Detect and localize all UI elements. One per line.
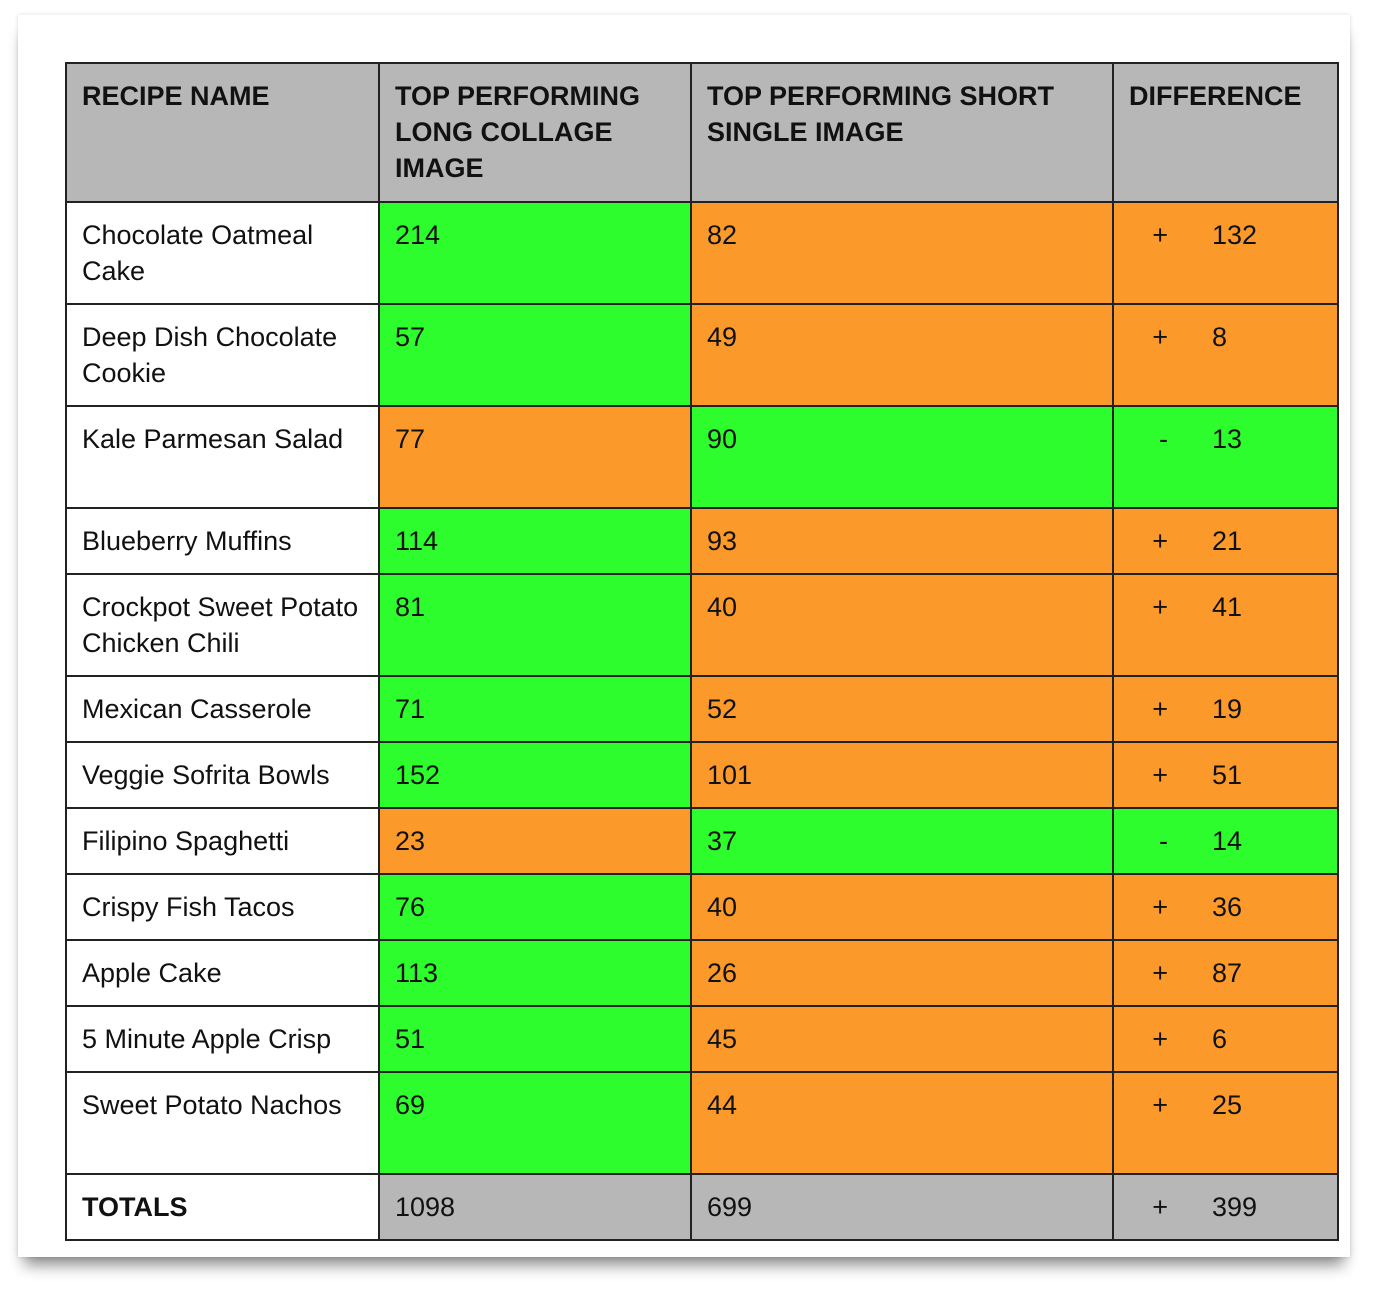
difference-value: 8 — [1212, 322, 1228, 352]
difference-value: 19 — [1212, 694, 1243, 724]
short-single-value: 93 — [690, 507, 1114, 575]
short-single-value: 40 — [690, 573, 1114, 677]
short-single-value: 49 — [690, 303, 1114, 407]
recipe-name: Deep Dish Chocolate Cookie — [65, 303, 380, 407]
difference-value: 132 — [1212, 220, 1258, 250]
difference-sign: + — [1152, 220, 1168, 250]
header-long-collage: TOP PERFORMING LONG COLLAGE IMAGE — [378, 62, 692, 203]
difference-cell: - 13 — [1112, 405, 1339, 509]
long-collage-value: 214 — [378, 201, 692, 305]
difference-cell: +132 — [1112, 201, 1339, 305]
short-single-value: 45 — [690, 1005, 1114, 1073]
table-row: Chocolate Oatmeal Cake 214 82 +132 — [65, 201, 1339, 305]
long-collage-value: 23 — [378, 807, 692, 875]
totals-row: TOTALS 1098 699 +399 — [65, 1173, 1339, 1241]
header-recipe-name: RECIPE NAME — [65, 62, 380, 203]
short-single-value: 101 — [690, 741, 1114, 809]
table-row: Apple Cake 113 26 +87 — [65, 939, 1339, 1007]
difference-value: 25 — [1212, 1090, 1243, 1120]
difference-cell: +21 — [1112, 507, 1339, 575]
table-row: Sweet Potato Nachos 69 44 +25 — [65, 1071, 1339, 1175]
difference-sign: + — [1152, 1090, 1168, 1120]
table-row: Kale Parmesan Salad 77 90 - 13 — [65, 405, 1339, 509]
difference-value: 13 — [1212, 424, 1243, 454]
recipe-name: Filipino Spaghetti — [65, 807, 380, 875]
difference-value: 21 — [1212, 526, 1243, 556]
short-single-value: 82 — [690, 201, 1114, 305]
difference-sign: + — [1152, 958, 1168, 988]
difference-cell: +19 — [1112, 675, 1339, 743]
difference-sign: + — [1152, 1192, 1168, 1222]
recipe-name: Apple Cake — [65, 939, 380, 1007]
difference-sign: + — [1152, 694, 1168, 724]
difference-value: 6 — [1212, 1024, 1228, 1054]
difference-sign: + — [1152, 892, 1168, 922]
difference-cell: +51 — [1112, 741, 1339, 809]
difference-cell: +36 — [1112, 873, 1339, 941]
recipe-name: Mexican Casserole — [65, 675, 380, 743]
totals-short: 699 — [690, 1173, 1114, 1241]
short-single-value: 52 — [690, 675, 1114, 743]
recipe-name: Crockpot Sweet Potato Chicken Chili — [65, 573, 380, 677]
header-difference: DIFFERENCE — [1112, 62, 1339, 203]
difference-value: 41 — [1212, 592, 1243, 622]
difference-cell: - 14 — [1112, 807, 1339, 875]
difference-value: 399 — [1212, 1192, 1258, 1222]
long-collage-value: 51 — [378, 1005, 692, 1073]
short-single-value: 37 — [690, 807, 1114, 875]
difference-sign: + — [1152, 322, 1168, 352]
recipe-name: Sweet Potato Nachos — [65, 1071, 380, 1175]
table-row: Crispy Fish Tacos 76 40 +36 — [65, 873, 1339, 941]
difference-cell: +25 — [1112, 1071, 1339, 1175]
long-collage-value: 81 — [378, 573, 692, 677]
long-collage-value: 57 — [378, 303, 692, 407]
long-collage-value: 113 — [378, 939, 692, 1007]
totals-label: TOTALS — [65, 1173, 380, 1241]
short-single-value: 90 — [690, 405, 1114, 509]
difference-sign: + — [1152, 760, 1168, 790]
difference-sign: - — [1159, 826, 1168, 856]
totals-difference: +399 — [1112, 1173, 1339, 1241]
table-row: Crockpot Sweet Potato Chicken Chili 81 4… — [65, 573, 1339, 677]
difference-value: 51 — [1212, 760, 1243, 790]
long-collage-value: 76 — [378, 873, 692, 941]
difference-value: 14 — [1212, 826, 1243, 856]
recipe-name: Blueberry Muffins — [65, 507, 380, 575]
difference-sign: - — [1159, 424, 1168, 454]
difference-cell: +41 — [1112, 573, 1339, 677]
short-single-value: 40 — [690, 873, 1114, 941]
long-collage-value: 114 — [378, 507, 692, 575]
header-row: RECIPE NAME TOP PERFORMING LONG COLLAGE … — [65, 62, 1339, 203]
difference-sign: + — [1152, 1024, 1168, 1054]
header-short-single: TOP PERFORMING SHORT SINGLE IMAGE — [690, 62, 1114, 203]
document-card: RECIPE NAME TOP PERFORMING LONG COLLAGE … — [18, 15, 1350, 1257]
recipe-name: Kale Parmesan Salad — [65, 405, 380, 509]
difference-sign: + — [1152, 592, 1168, 622]
difference-sign: + — [1152, 526, 1168, 556]
recipe-name: Crispy Fish Tacos — [65, 873, 380, 941]
difference-cell: +8 — [1112, 303, 1339, 407]
recipe-name: Veggie Sofrita Bowls — [65, 741, 380, 809]
table-row: Veggie Sofrita Bowls 152 101 +51 — [65, 741, 1339, 809]
long-collage-value: 77 — [378, 405, 692, 509]
difference-value: 87 — [1212, 958, 1243, 988]
short-single-value: 26 — [690, 939, 1114, 1007]
table-row: Mexican Casserole 71 52 +19 — [65, 675, 1339, 743]
table-row: Deep Dish Chocolate Cookie 57 49 +8 — [65, 303, 1339, 407]
recipe-name: Chocolate Oatmeal Cake — [65, 201, 380, 305]
difference-cell: +6 — [1112, 1005, 1339, 1073]
long-collage-value: 71 — [378, 675, 692, 743]
difference-value: 36 — [1212, 892, 1243, 922]
table-row: Blueberry Muffins 114 93 +21 — [65, 507, 1339, 575]
long-collage-value: 69 — [378, 1071, 692, 1175]
recipe-comparison-table: RECIPE NAME TOP PERFORMING LONG COLLAGE … — [65, 62, 1339, 1241]
short-single-value: 44 — [690, 1071, 1114, 1175]
long-collage-value: 152 — [378, 741, 692, 809]
totals-long: 1098 — [378, 1173, 692, 1241]
table-row: 5 Minute Apple Crisp 51 45 +6 — [65, 1005, 1339, 1073]
table-row: Filipino Spaghetti 23 37 - 14 — [65, 807, 1339, 875]
difference-cell: +87 — [1112, 939, 1339, 1007]
recipe-name: 5 Minute Apple Crisp — [65, 1005, 380, 1073]
